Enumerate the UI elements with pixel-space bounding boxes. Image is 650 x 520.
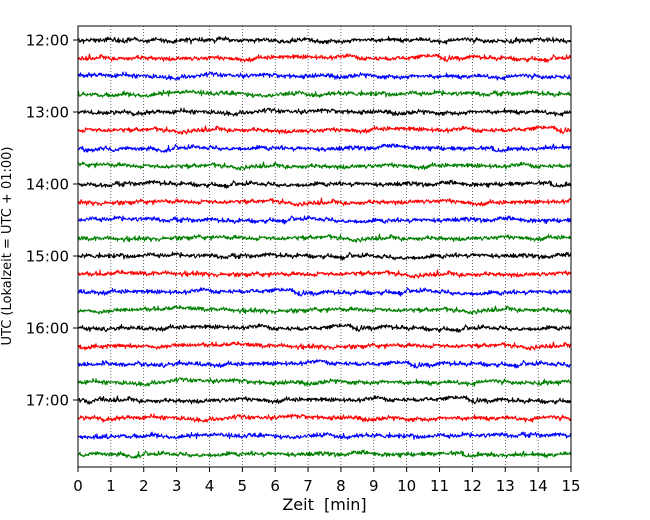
seismogram-trace <box>77 71 572 81</box>
x-tick-label: 4 <box>205 477 215 495</box>
seismogram-trace <box>77 143 572 153</box>
x-axis-label: Zeit [min] <box>282 495 366 514</box>
x-tick-label: 1 <box>106 477 116 495</box>
seismogram-trace <box>77 431 572 440</box>
x-tick-label: 0 <box>73 477 83 495</box>
seismogram-trace <box>77 197 572 207</box>
seismogram-trace <box>77 377 572 387</box>
x-tick-label: 12 <box>463 477 482 495</box>
x-tick-label: 14 <box>529 477 548 495</box>
y-tick-label: 12:00 <box>26 32 69 50</box>
y-tick-label: 14:00 <box>26 176 69 194</box>
seismogram-trace <box>77 125 572 135</box>
x-tick-label: 11 <box>430 477 449 495</box>
x-tick-label: 10 <box>397 477 416 495</box>
x-tick-label: 9 <box>369 477 379 495</box>
x-tick-label: 5 <box>238 477 248 495</box>
seismogram-trace <box>77 287 572 297</box>
seismogram-trace <box>77 323 572 333</box>
seismogram-trace <box>77 179 572 189</box>
seismogram-trace <box>77 36 572 45</box>
plot-area <box>78 26 571 467</box>
x-tick-label: 15 <box>561 477 580 495</box>
y-tick-label: 15:00 <box>26 248 69 266</box>
seismogram-trace <box>77 269 572 279</box>
seismogram-traces <box>77 36 572 459</box>
seismogram-trace <box>77 395 572 405</box>
y-axis: 12:00 13:00 14:00 15:00 16:00 17:00 <box>26 32 78 410</box>
seismogram-trace <box>77 233 572 243</box>
x-tick-label: 13 <box>496 477 515 495</box>
x-tick-label: 8 <box>336 477 346 495</box>
x-tick-label: 2 <box>139 477 149 495</box>
seismogram-trace <box>77 251 572 261</box>
seismogram-trace <box>77 449 572 459</box>
x-tick-label: 6 <box>270 477 280 495</box>
seismogram-trace <box>77 107 572 117</box>
seismogram-trace <box>77 413 572 423</box>
seismogram-trace <box>77 89 572 99</box>
y-tick-label: 16:00 <box>26 320 69 338</box>
y-axis-label: UTC (Lokalzeit = UTC + 01:00) <box>0 147 15 346</box>
seismogram-trace <box>77 215 572 225</box>
x-tick-label: 3 <box>172 477 182 495</box>
seismogram-trace <box>77 341 572 351</box>
seismogram-trace <box>77 305 572 315</box>
y-tick-label: 17:00 <box>26 392 69 410</box>
y-tick-label: 13:00 <box>26 104 69 122</box>
plot-frame <box>77 25 572 468</box>
seismogram-trace <box>77 161 572 171</box>
seismogram-trace <box>77 53 572 63</box>
x-axis: 0 1 2 3 4 5 6 7 8 9 10 11 12 13 14 15 <box>73 467 581 495</box>
x-tick-label: 7 <box>303 477 313 495</box>
seismogram-trace <box>77 359 572 369</box>
